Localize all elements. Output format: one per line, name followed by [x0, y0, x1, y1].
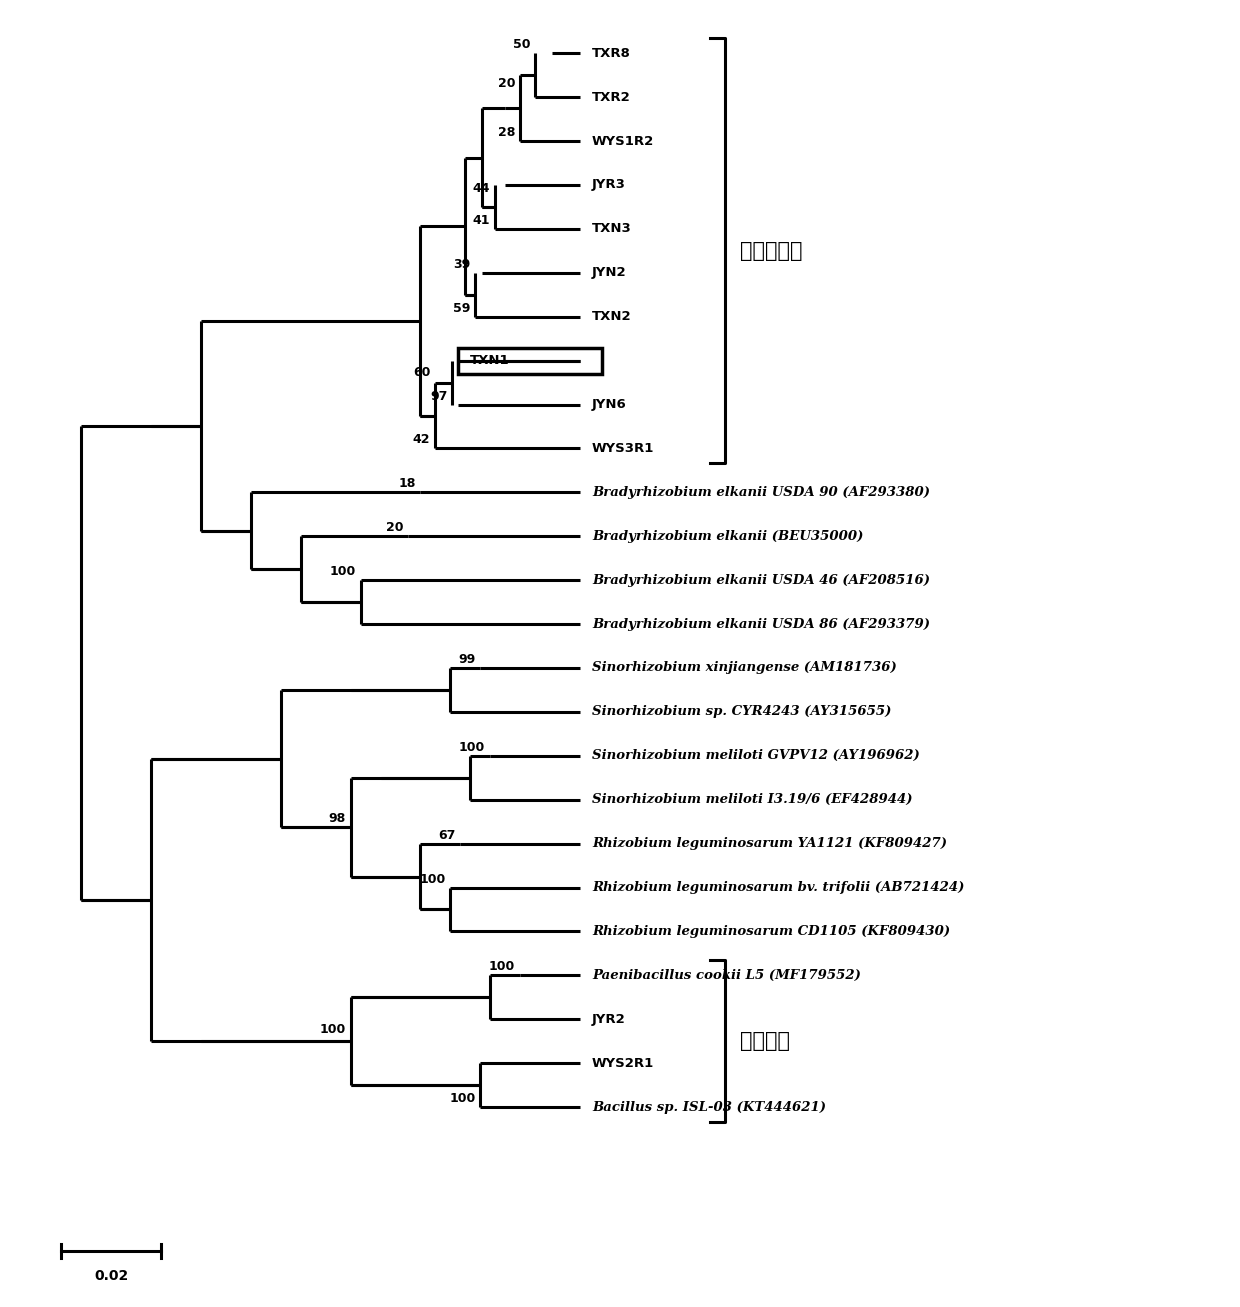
Text: 20: 20	[386, 521, 403, 535]
Text: 28: 28	[498, 125, 516, 139]
Text: 44: 44	[472, 182, 490, 195]
Text: 42: 42	[413, 434, 430, 447]
Text: JYN2: JYN2	[591, 267, 626, 280]
Text: WYS2R1: WYS2R1	[591, 1056, 655, 1069]
Text: 20: 20	[497, 77, 516, 90]
Text: 100: 100	[320, 1023, 346, 1036]
Text: 98: 98	[329, 812, 346, 825]
Text: TXN3: TXN3	[591, 222, 632, 235]
Text: 60: 60	[413, 366, 430, 379]
Text: Rhizobium leguminosarum CD1105 (KF809430): Rhizobium leguminosarum CD1105 (KF809430…	[591, 925, 950, 938]
Text: JYN6: JYN6	[591, 399, 626, 410]
Text: Bacillus sp. ISL-03 (KT444621): Bacillus sp. ISL-03 (KT444621)	[591, 1100, 826, 1114]
Text: TXN2: TXN2	[591, 310, 631, 323]
Text: 0.02: 0.02	[94, 1269, 128, 1282]
Text: TXR8: TXR8	[591, 47, 631, 60]
Text: JYR2: JYR2	[591, 1013, 626, 1026]
Text: WYS1R2: WYS1R2	[591, 135, 655, 148]
Text: Sinorhizobium meliloti I3.19/6 (EF428944): Sinorhizobium meliloti I3.19/6 (EF428944…	[591, 793, 913, 806]
Text: Sinorhizobium xinjiangense (AM181736): Sinorhizobium xinjiangense (AM181736)	[591, 661, 897, 674]
Text: 67: 67	[438, 829, 455, 842]
Text: 100: 100	[459, 741, 485, 754]
Text: Bradyrhizobium elkanii USDA 46 (AF208516): Bradyrhizobium elkanii USDA 46 (AF208516…	[591, 574, 930, 587]
Text: 99: 99	[458, 654, 475, 667]
Text: 41: 41	[472, 214, 490, 227]
Text: WYS3R1: WYS3R1	[591, 442, 655, 455]
Text: Bradyrhizobium elkanii USDA 90 (AF293380): Bradyrhizobium elkanii USDA 90 (AF293380…	[591, 486, 930, 499]
Text: Rhizobium leguminosarum bv. trifolii (AB721424): Rhizobium leguminosarum bv. trifolii (AB…	[591, 881, 965, 894]
FancyBboxPatch shape	[459, 348, 603, 374]
Text: Sinorhizobium sp. CYR4243 (AY315655): Sinorhizobium sp. CYR4243 (AY315655)	[591, 706, 892, 719]
Text: Paenibacillus cookii L5 (MF179552): Paenibacillus cookii L5 (MF179552)	[591, 968, 861, 982]
Text: 100: 100	[449, 1093, 475, 1104]
Text: TXN1: TXN1	[470, 354, 510, 367]
Text: TXR2: TXR2	[591, 90, 631, 103]
Text: Sinorhizobium meliloti GVPV12 (AY196962): Sinorhizobium meliloti GVPV12 (AY196962)	[591, 749, 920, 762]
Text: 100: 100	[419, 873, 445, 886]
Text: Rhizobium leguminosarum YA1121 (KF809427): Rhizobium leguminosarum YA1121 (KF809427…	[591, 836, 947, 850]
Text: 芽孢杆菌: 芽孢杆菌	[740, 1031, 790, 1051]
Text: 97: 97	[430, 389, 448, 403]
Text: Bradyrhizobium elkanii USDA 86 (AF293379): Bradyrhizobium elkanii USDA 86 (AF293379…	[591, 618, 930, 630]
Text: 慢生根瘁菌: 慢生根瘁菌	[740, 240, 802, 261]
Text: 18: 18	[398, 477, 415, 490]
Text: 100: 100	[489, 961, 516, 974]
Text: JYR3: JYR3	[591, 179, 626, 192]
Text: Bradyrhizobium elkanii (BEU35000): Bradyrhizobium elkanii (BEU35000)	[591, 529, 863, 542]
Text: 39: 39	[453, 257, 470, 271]
Text: 50: 50	[512, 38, 531, 51]
Text: 100: 100	[330, 565, 356, 578]
Text: 59: 59	[453, 302, 470, 315]
